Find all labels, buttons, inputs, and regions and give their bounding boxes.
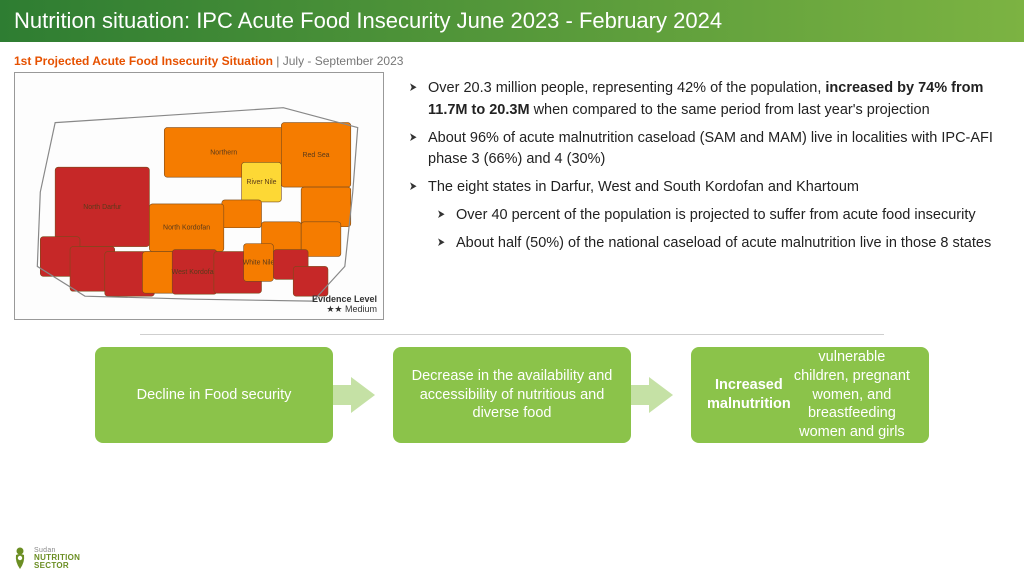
map-region-label: Red Sea xyxy=(303,152,330,159)
page-title: Nutrition situation: IPC Acute Food Inse… xyxy=(14,8,722,34)
map-region xyxy=(293,266,328,296)
map-container: Northern Red Sea North Darfur River Nile Nor… xyxy=(14,72,384,320)
bullet-item: About 96% of acute malnutrition caseload… xyxy=(408,128,1010,172)
flow-arrow-icon xyxy=(351,377,375,413)
evidence-level: Evidence Level ★★ Medium xyxy=(312,295,377,315)
bullet-item: Over 40 percent of the population is pro… xyxy=(436,205,1010,227)
content-row: Northern Red Sea North Darfur River Nile Nor… xyxy=(0,72,1024,320)
map-region-label: River Nile xyxy=(246,179,276,186)
map-region-label: Northern xyxy=(210,149,237,156)
title-bar: Nutrition situation: IPC Acute Food Inse… xyxy=(0,0,1024,42)
flow-box: Decline in Food security xyxy=(95,347,333,443)
flow-box: Increased malnutrition vulnerable childr… xyxy=(691,347,929,443)
flow-diagram: Decline in Food security Decrease in the … xyxy=(0,347,1024,443)
subtitle-period: | July - September 2023 xyxy=(273,54,404,68)
bullet-list: Over 20.3 million people, representing 4… xyxy=(408,72,1010,320)
flow-box: Decrease in the availability and accessi… xyxy=(393,347,631,443)
map-region-label: West Kordofan xyxy=(172,269,218,276)
map-region xyxy=(301,187,351,227)
bullet-item: Over 20.3 million people, representing 4… xyxy=(408,78,1010,122)
divider xyxy=(140,334,884,335)
map-subtitle: 1st Projected Acute Food Insecurity Situ… xyxy=(14,54,1024,68)
map-region-label: North Darfur xyxy=(83,204,122,211)
sudan-map: Northern Red Sea North Darfur River Nile Nor… xyxy=(15,73,383,319)
bullet-item: About half (50%) of the national caseloa… xyxy=(436,233,1010,255)
map-region xyxy=(222,200,262,228)
flow-arrow-icon xyxy=(649,377,673,413)
map-region-label: White Nile xyxy=(243,259,275,266)
subtitle-highlight: 1st Projected Acute Food Insecurity Situ… xyxy=(14,54,273,68)
logo-text: Sudan NUTRITION SECTOR xyxy=(34,547,80,570)
map-region-label: North Kordofan xyxy=(163,225,210,232)
bullet-item: The eight states in Darfur, West and Sou… xyxy=(408,177,1010,199)
logo: Sudan NUTRITION SECTOR xyxy=(10,546,80,570)
logo-icon xyxy=(10,546,30,570)
